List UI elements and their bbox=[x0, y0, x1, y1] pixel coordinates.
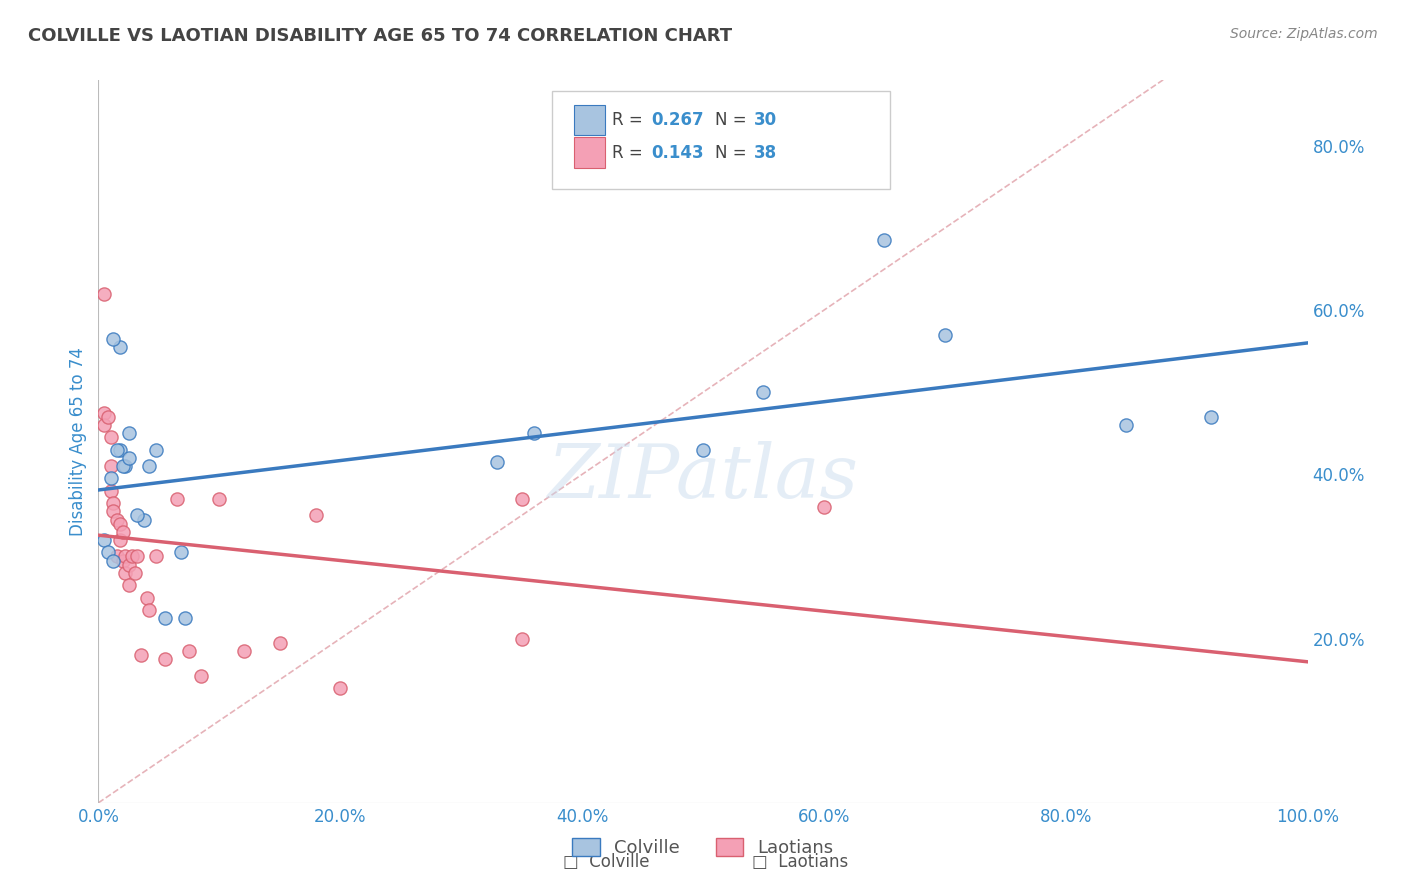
Text: R =: R = bbox=[613, 111, 648, 129]
Point bbox=[1199, 409, 1222, 424]
Point bbox=[108, 340, 131, 354]
Point bbox=[692, 442, 714, 457]
Point bbox=[138, 459, 160, 474]
Point bbox=[100, 459, 122, 474]
Point bbox=[208, 491, 231, 506]
Point bbox=[510, 491, 533, 506]
Point bbox=[93, 418, 115, 433]
FancyBboxPatch shape bbox=[574, 137, 605, 168]
Point bbox=[111, 459, 134, 474]
Point bbox=[101, 504, 124, 518]
Y-axis label: Disability Age 65 to 74: Disability Age 65 to 74 bbox=[69, 347, 87, 536]
Legend: Colville, Laotians: Colville, Laotians bbox=[564, 829, 842, 866]
Point bbox=[118, 578, 141, 592]
Point bbox=[145, 549, 167, 564]
Point bbox=[105, 442, 128, 457]
Point bbox=[100, 483, 122, 498]
Text: Source: ZipAtlas.com: Source: ZipAtlas.com bbox=[1230, 27, 1378, 41]
Point bbox=[169, 545, 191, 559]
Point bbox=[111, 553, 134, 567]
Point bbox=[1115, 418, 1137, 433]
Point bbox=[114, 459, 136, 474]
Point bbox=[873, 233, 896, 247]
Point bbox=[101, 553, 124, 567]
Text: □  Colville: □ Colville bbox=[562, 854, 650, 871]
Point bbox=[523, 426, 546, 441]
Point bbox=[108, 516, 131, 531]
Text: ZIPatlas: ZIPatlas bbox=[547, 442, 859, 514]
Point bbox=[93, 406, 115, 420]
Point bbox=[138, 603, 160, 617]
Point bbox=[127, 549, 149, 564]
Point bbox=[486, 455, 509, 469]
Point bbox=[93, 533, 115, 547]
Point bbox=[118, 450, 141, 465]
Text: 38: 38 bbox=[754, 144, 778, 161]
Point bbox=[97, 409, 120, 424]
Text: □  Laotians: □ Laotians bbox=[752, 854, 848, 871]
Point bbox=[105, 512, 128, 526]
Point bbox=[101, 496, 124, 510]
Text: N =: N = bbox=[716, 111, 752, 129]
Point bbox=[305, 508, 328, 523]
Point bbox=[114, 566, 136, 580]
Point bbox=[108, 442, 131, 457]
Point bbox=[232, 644, 254, 658]
Point bbox=[129, 648, 152, 662]
Point bbox=[111, 524, 134, 539]
Point bbox=[135, 591, 157, 605]
Point bbox=[145, 442, 167, 457]
Point bbox=[174, 611, 197, 625]
Point bbox=[124, 566, 146, 580]
Point bbox=[121, 549, 143, 564]
Point bbox=[813, 500, 835, 515]
Point bbox=[101, 332, 124, 346]
Point bbox=[134, 512, 156, 526]
Point bbox=[329, 681, 352, 695]
Point bbox=[190, 668, 212, 682]
FancyBboxPatch shape bbox=[574, 105, 605, 136]
Text: 30: 30 bbox=[754, 111, 778, 129]
Point bbox=[100, 471, 122, 485]
Point bbox=[114, 549, 136, 564]
Point bbox=[93, 286, 115, 301]
Point bbox=[166, 491, 188, 506]
Text: R =: R = bbox=[613, 144, 648, 161]
Point bbox=[118, 558, 141, 572]
Point bbox=[97, 545, 120, 559]
Point bbox=[752, 385, 775, 400]
Point bbox=[153, 611, 176, 625]
Text: 0.143: 0.143 bbox=[651, 144, 703, 161]
Point bbox=[100, 430, 122, 444]
Point bbox=[105, 549, 128, 564]
Point bbox=[934, 327, 956, 342]
Point bbox=[118, 426, 141, 441]
Point bbox=[179, 644, 201, 658]
Text: 0.267: 0.267 bbox=[651, 111, 703, 129]
Point bbox=[108, 533, 131, 547]
Point bbox=[127, 508, 149, 523]
Point bbox=[269, 636, 291, 650]
Text: COLVILLE VS LAOTIAN DISABILITY AGE 65 TO 74 CORRELATION CHART: COLVILLE VS LAOTIAN DISABILITY AGE 65 TO… bbox=[28, 27, 733, 45]
Point bbox=[153, 652, 176, 666]
FancyBboxPatch shape bbox=[551, 91, 890, 189]
Text: N =: N = bbox=[716, 144, 752, 161]
Point bbox=[510, 632, 533, 646]
